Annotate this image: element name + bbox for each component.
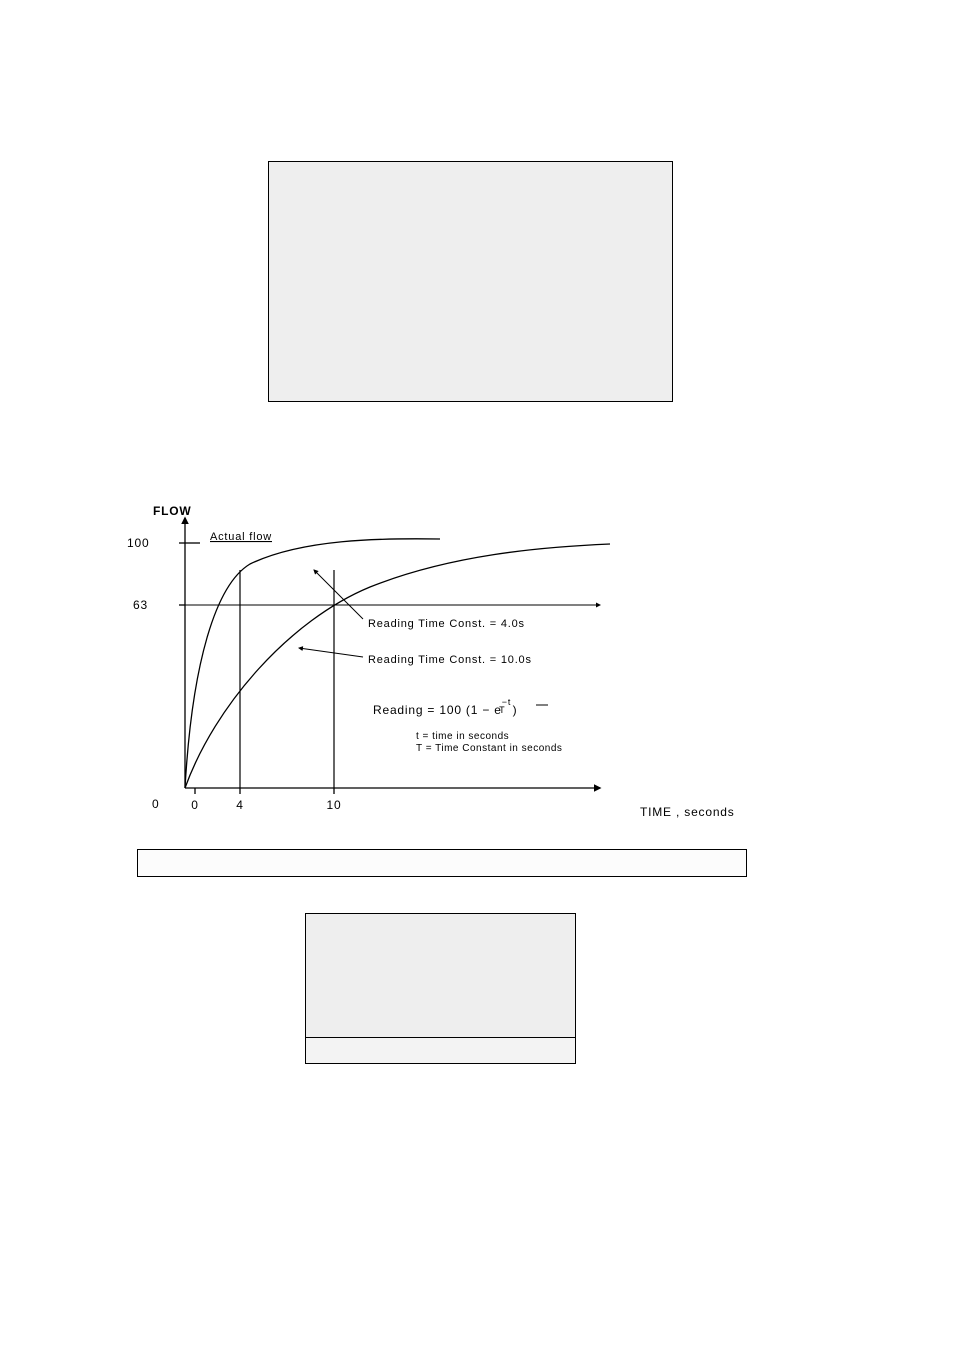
bottom-strip-box xyxy=(305,1037,576,1064)
figure-caption-box xyxy=(137,849,747,877)
time-constant-chart: 100 63 0 0 4 10 FLOW TIME , seconds Actual flow R… xyxy=(120,500,820,840)
x-tick-label: 4 xyxy=(236,798,243,812)
equation-line-1: T = Time Constant in seconds xyxy=(416,743,562,754)
top-placeholder-box xyxy=(268,161,673,402)
x-tick-label: 10 xyxy=(327,798,342,812)
y-tick-label: 100 xyxy=(127,536,149,550)
y-tick-label: 63 xyxy=(133,598,148,612)
page: 100 63 0 0 4 10 FLOW TIME , seconds Actual flow R… xyxy=(0,0,954,1351)
y-axis-label: FLOW xyxy=(153,504,192,518)
equation: Reading = 100 (1 − e−tT ) xyxy=(373,697,517,717)
x-tick-label: 0 xyxy=(191,798,198,812)
x-axis-label: TIME , seconds xyxy=(640,805,735,819)
equation-line-0: t = time in seconds xyxy=(416,731,509,742)
series-label-tc4: Reading Time Const. = 4.0s xyxy=(368,618,525,630)
actual-flow-label: Actual flow xyxy=(210,531,272,543)
y-tick-label: 0 xyxy=(152,797,159,811)
pointer-tc4 xyxy=(314,570,363,619)
series-label-tc10: Reading Time Const. = 10.0s xyxy=(368,654,532,666)
bottom-placeholder-box xyxy=(305,913,576,1054)
pointer-tc10 xyxy=(299,648,363,657)
